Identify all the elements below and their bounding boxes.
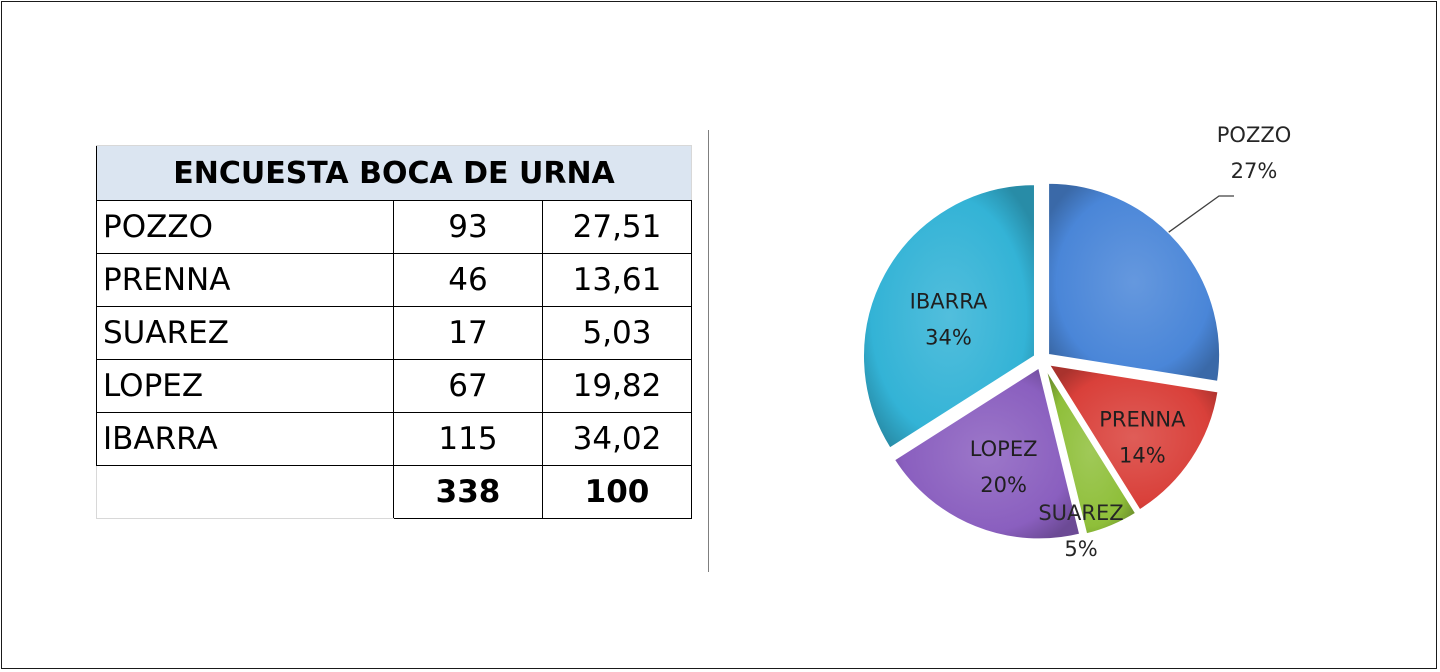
- pie-label-ibarra: IBARRA 34%: [910, 290, 988, 350]
- table-row: IBARRA 115 34,02: [96, 412, 692, 466]
- table-total-row: 338 100: [96, 465, 692, 519]
- pie-slice-pozzo: [1047, 181, 1222, 383]
- table-row: PRENNA 46 13,61: [96, 253, 692, 307]
- total-count: 338: [393, 465, 543, 519]
- table-row: LOPEZ 67 19,82: [96, 359, 692, 413]
- table-row: SUAREZ 17 5,03: [96, 306, 692, 360]
- pie-label-pozzo: POZZO 27%: [1217, 123, 1292, 183]
- pozzo-leader-line: [1168, 195, 1234, 233]
- vote-percentage: 19,82: [542, 359, 692, 413]
- pie-slice-lopez: [892, 365, 1082, 541]
- pie-label-suarez: SUAREZ 5%: [1038, 501, 1123, 561]
- pie-label-lopez: LOPEZ 20%: [970, 437, 1038, 497]
- table-title-row: ENCUESTA BOCA DE URNA: [96, 145, 692, 201]
- vote-count: 93: [393, 200, 543, 254]
- pie-slice-prenna: [1046, 363, 1220, 512]
- divider-line: [708, 130, 709, 572]
- candidate-name: IBARRA: [96, 412, 394, 466]
- vote-count: 115: [393, 412, 543, 466]
- pie-slice-ibarra: [861, 183, 1036, 450]
- survey-table: ENCUESTA BOCA DE URNA POZZO 93 27,51 PRE…: [96, 145, 692, 519]
- vote-percentage: 34,02: [542, 412, 692, 466]
- vote-percentage: 13,61: [542, 253, 692, 307]
- vote-count: 67: [393, 359, 543, 413]
- vote-percentage: 5,03: [542, 306, 692, 360]
- vote-percentage: 27,51: [542, 200, 692, 254]
- vote-count: 46: [393, 253, 543, 307]
- candidate-name: PRENNA: [96, 253, 394, 307]
- candidate-name: POZZO: [96, 200, 394, 254]
- pie-slice-suarez: [1044, 366, 1138, 536]
- candidate-name: SUAREZ: [96, 306, 394, 360]
- table-row: POZZO 93 27,51: [96, 200, 692, 254]
- total-label: [96, 465, 394, 519]
- total-percentage: 100: [542, 465, 692, 519]
- pie-label-prenna: PRENNA 14%: [1099, 408, 1186, 468]
- vote-count: 17: [393, 306, 543, 360]
- pie-chart: POZZO 27% PRENNA 14% SUAREZ 5%LOPEZ 20% IBARRA 3…: [861, 123, 1292, 561]
- candidate-name: LOPEZ: [96, 359, 394, 413]
- table-title: ENCUESTA BOCA DE URNA: [96, 145, 692, 201]
